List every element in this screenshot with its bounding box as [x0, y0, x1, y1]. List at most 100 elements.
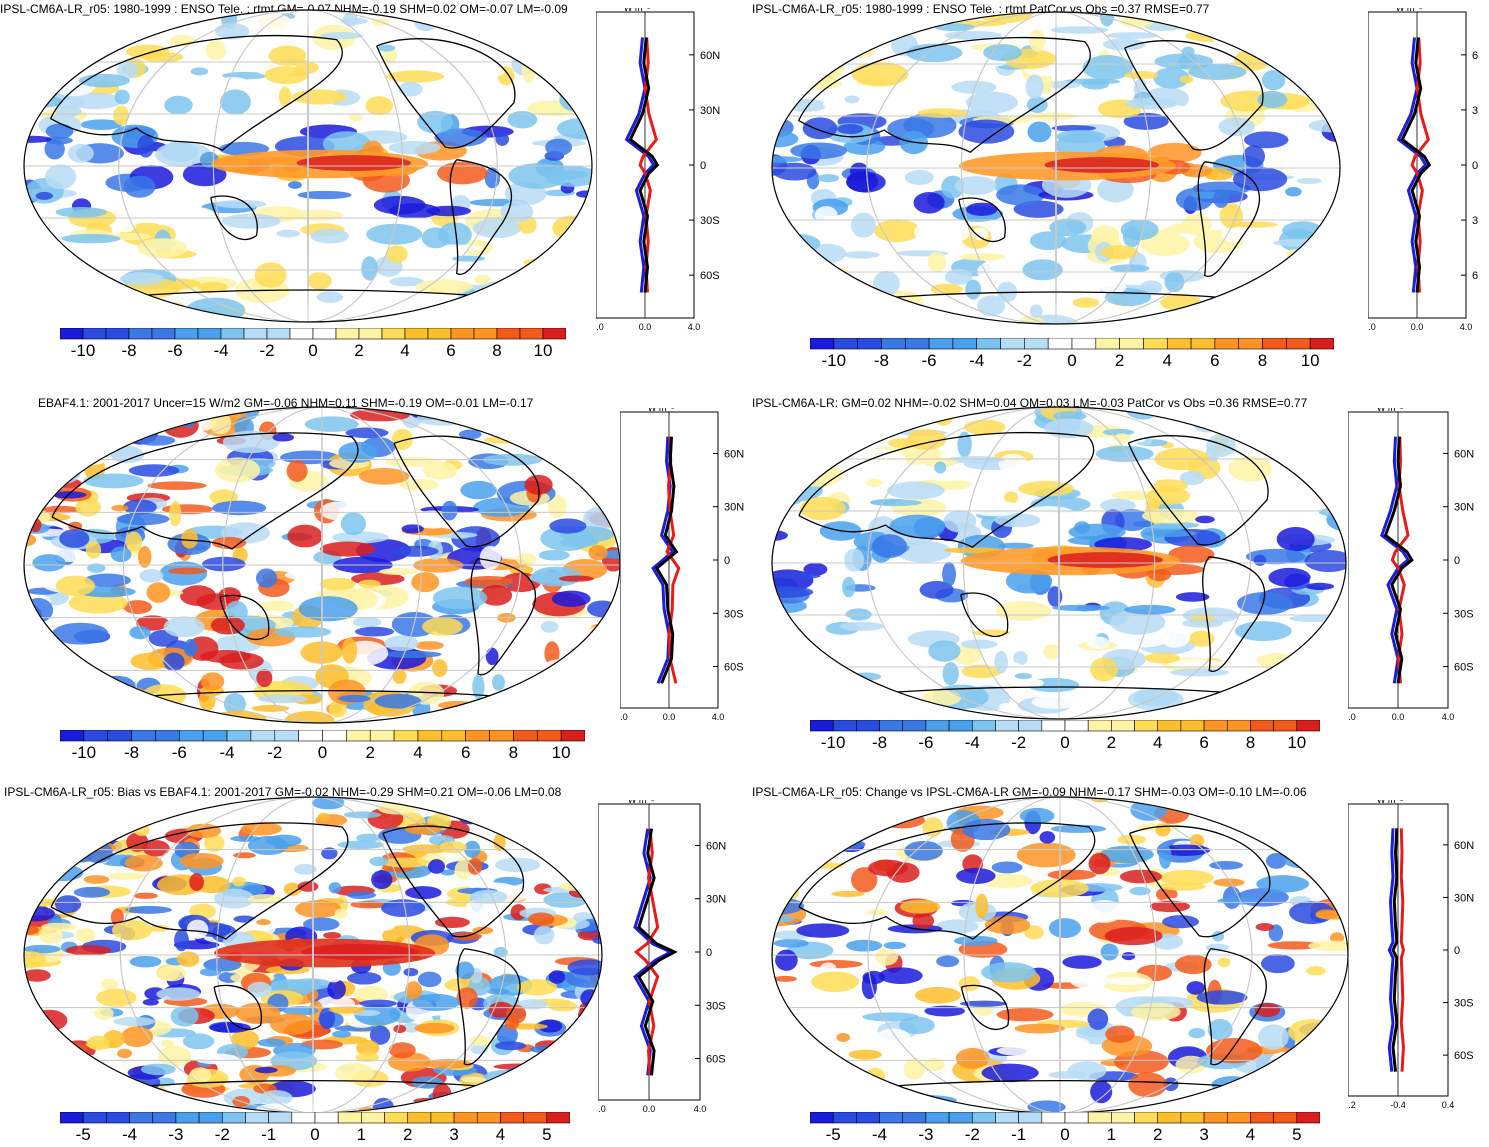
field-patch — [1306, 815, 1343, 837]
field-patch — [487, 22, 507, 44]
colorbar-label: -3 — [168, 1125, 184, 1144]
field-patch — [1236, 592, 1294, 615]
field-patch — [24, 840, 67, 860]
colorbar-label: 2 — [402, 1125, 413, 1144]
panel-title: IPSL-CM6A-LR_r05: Change vs IPSL-CM6A-LR… — [752, 785, 1307, 799]
field-patch — [1154, 53, 1214, 70]
coastline — [1202, 556, 1266, 673]
field-patch — [190, 67, 209, 76]
field-patch — [1149, 900, 1191, 913]
field-patch — [447, 65, 505, 79]
field-patch — [332, 1086, 367, 1095]
field-patch — [47, 797, 79, 801]
coastline — [449, 159, 513, 276]
colorbar-swatch — [337, 1112, 362, 1124]
field-patch — [489, 1085, 511, 1097]
colorbar-label: 5 — [1292, 1125, 1302, 1144]
field-patch — [434, 916, 470, 928]
field-patch — [520, 827, 558, 834]
field-patch — [254, 262, 287, 288]
field-patch — [778, 712, 812, 719]
colorbar-swatch — [314, 1112, 339, 1124]
field-patch — [1228, 455, 1272, 482]
field-patch — [366, 223, 423, 245]
field-patch — [772, 847, 807, 866]
field-patch — [887, 481, 945, 500]
field-patch — [317, 812, 330, 822]
field-patch — [54, 895, 82, 914]
field-patch — [212, 500, 267, 516]
coastline — [798, 36, 1091, 153]
field-patch — [144, 408, 195, 417]
field-patch — [103, 713, 127, 723]
field-patch — [284, 569, 345, 581]
lat-tick-label: 6 — [1472, 270, 1478, 282]
field-patch — [534, 246, 571, 253]
colorbar-swatch — [995, 720, 1019, 732]
coastline — [382, 825, 525, 938]
field-patch — [520, 407, 568, 415]
field-patch — [1053, 411, 1087, 422]
colorbar-label: -6 — [921, 351, 937, 370]
colorbar-swatch — [1296, 720, 1320, 732]
field-patch — [1255, 923, 1274, 931]
field-patch — [233, 852, 256, 859]
field-patch — [561, 677, 618, 702]
field-patch — [518, 1068, 561, 1090]
x-tick-label: 0.0 — [639, 322, 652, 332]
coastline — [457, 947, 521, 1066]
field-patch — [164, 95, 193, 115]
colorbar-swatch — [83, 730, 109, 742]
field-patch — [255, 568, 278, 588]
field-patch — [1202, 1092, 1246, 1100]
enso-core — [301, 944, 418, 960]
field-patch — [843, 251, 880, 259]
field-patch — [24, 1100, 63, 1113]
field-patch — [38, 1089, 59, 1108]
field-patch — [502, 798, 533, 815]
field-patch — [24, 821, 44, 834]
lat-tick-label: 60N — [700, 50, 720, 62]
field-patch — [562, 453, 598, 465]
field-patch — [1308, 677, 1327, 691]
lat-tick-label: 0 — [706, 947, 712, 959]
field-patch — [772, 690, 806, 703]
field-patch — [965, 279, 982, 300]
field-patch — [1305, 582, 1335, 590]
field-patch — [125, 905, 172, 914]
field-patch — [564, 838, 582, 853]
colorbar-label: -5 — [75, 1125, 91, 1144]
field-patch — [1289, 270, 1340, 280]
lat-tick-label: 60N — [706, 840, 726, 852]
field-patch — [45, 668, 63, 687]
colorbar-swatch — [832, 1112, 857, 1124]
field-patch — [256, 669, 273, 688]
field-patch — [24, 1038, 46, 1053]
colorbar-label: -2 — [267, 743, 283, 762]
colorbar-label: 0 — [317, 743, 328, 762]
lat-tick-label: 0 — [1454, 945, 1460, 957]
field-patch — [451, 255, 486, 262]
field-patch — [1121, 952, 1136, 961]
colorbar-label: 1 — [356, 1125, 367, 1144]
colorbar-label: 0 — [310, 1125, 320, 1144]
field-patch — [1260, 954, 1295, 974]
field-patch — [303, 917, 340, 931]
coastline — [958, 197, 1006, 243]
colorbar-label: 6 — [1199, 733, 1209, 752]
field-patch — [182, 1033, 215, 1050]
field-patch — [772, 881, 794, 899]
colorbar-label: 6 — [1210, 351, 1220, 370]
field-patch — [386, 70, 445, 83]
field-patch — [107, 872, 148, 880]
zonal-profile-line — [1380, 436, 1410, 684]
field-patch — [1179, 75, 1194, 84]
field-patch — [163, 616, 205, 638]
field-patch — [1164, 271, 1185, 293]
field-patch — [1288, 691, 1322, 706]
field-patch — [266, 834, 302, 847]
world-map — [23, 796, 603, 1114]
field-patch — [24, 644, 60, 657]
colorbar-swatch — [1190, 338, 1216, 350]
field-patch — [422, 617, 463, 636]
